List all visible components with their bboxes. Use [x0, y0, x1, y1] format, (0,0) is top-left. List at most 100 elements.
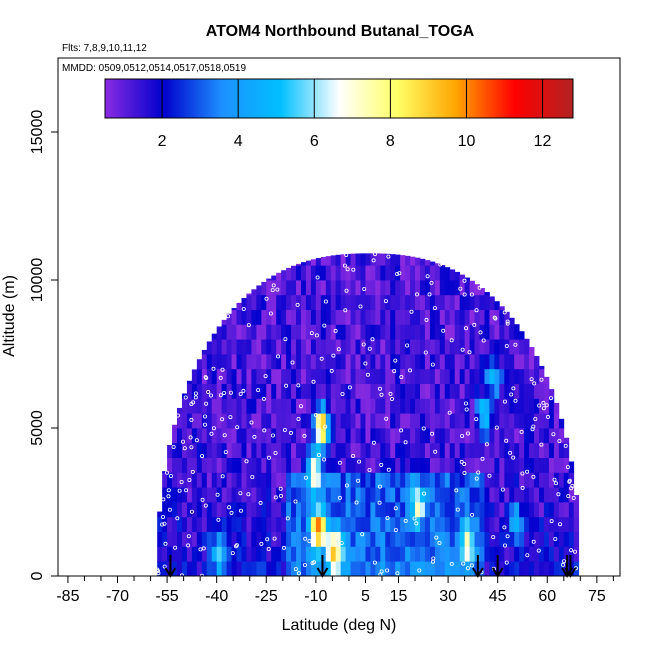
heatmap-cell [539, 472, 545, 488]
heatmap-cell [266, 339, 272, 355]
sample-point [358, 304, 363, 309]
heatmap-cell [489, 442, 495, 458]
heatmap-cell [345, 516, 351, 532]
heatmap-cell [529, 502, 535, 518]
heatmap-cell [350, 280, 356, 296]
sample-point [193, 391, 198, 396]
heatmap-cell [360, 294, 366, 310]
heatmap-cell [315, 428, 322, 444]
heatmap-cell [281, 324, 287, 340]
sample-point [481, 338, 486, 343]
heatmap-cell [509, 354, 515, 370]
heatmap-cell [375, 413, 381, 429]
heatmap-cell [385, 442, 391, 458]
heatmap-cell [400, 280, 406, 296]
heatmap-cell [325, 368, 332, 384]
heatmap-cell [320, 531, 327, 547]
heatmap-cell [216, 442, 223, 458]
heatmap-cell [479, 472, 485, 488]
sample-point [193, 395, 198, 400]
heatmap-cell [172, 516, 178, 532]
heatmap-cell [181, 502, 188, 518]
heatmap-cell [484, 292, 490, 296]
sample-point [539, 377, 544, 382]
heatmap-cell [380, 428, 386, 444]
sample-point [502, 310, 507, 315]
heatmap-cell [543, 546, 550, 562]
heatmap-cell [459, 294, 466, 310]
heatmap-cell [340, 487, 347, 503]
heatmap-cell [494, 546, 500, 562]
heatmap-cell [300, 262, 307, 266]
sample-point [472, 322, 477, 327]
heatmap-cell [539, 398, 545, 414]
heatmap-cell [484, 368, 490, 384]
heatmap-cell [509, 487, 515, 503]
heatmap-cell [241, 457, 247, 473]
sample-point [519, 429, 524, 434]
heatmap-cell [181, 516, 188, 532]
heatmap-cell [211, 516, 218, 532]
sample-point [529, 377, 534, 382]
heatmap-cell [424, 383, 431, 399]
heatmap-cell [499, 546, 505, 562]
sample-point [412, 516, 417, 521]
heatmap-cell [385, 324, 391, 340]
heatmap-cell [539, 383, 545, 399]
heatmap-cell [226, 457, 232, 473]
heatmap-cell [410, 398, 416, 414]
heatmap-cell [454, 280, 461, 296]
heatmap-cell [489, 398, 495, 414]
heatmap-cell [201, 349, 208, 355]
sample-point [340, 391, 345, 396]
heatmap-cell [330, 324, 337, 340]
heatmap-cell [444, 324, 451, 340]
heatmap-cell [221, 487, 227, 503]
sample-point [365, 372, 370, 377]
heatmap-cell [504, 531, 510, 547]
heatmap-cell [415, 324, 421, 340]
heatmap-cell [519, 457, 525, 473]
chart-title: ATOM4 Northbound Butanal_TOGA [206, 23, 475, 40]
heatmap-cell [370, 294, 376, 310]
sample-point [465, 566, 470, 571]
sample-point [571, 495, 576, 500]
heatmap-cell [291, 294, 297, 310]
heatmap-cell [459, 428, 466, 444]
heatmap-cell [524, 487, 530, 503]
heatmap-cell [236, 354, 242, 370]
heatmap-cell [251, 472, 257, 488]
heatmap-cell [201, 457, 208, 473]
heatmap-cell [494, 502, 500, 518]
sample-point [392, 369, 397, 374]
heatmap-cell [291, 487, 297, 503]
heatmap-cell [296, 354, 302, 370]
heatmap-cell [286, 354, 292, 370]
heatmap-cell [291, 546, 297, 562]
heatmap-cell [286, 502, 292, 518]
heatmap-cell [380, 294, 386, 310]
heatmap-cell [459, 309, 466, 325]
heatmap-cell [365, 487, 371, 503]
heatmap-cell [315, 487, 322, 503]
heatmap-cell [177, 546, 183, 562]
heatmap-cell [553, 472, 560, 488]
sample-point [266, 547, 271, 552]
heatmap-cell [241, 487, 247, 503]
heatmap-cell [186, 516, 193, 532]
heatmap-cell [335, 265, 342, 281]
heatmap-cell [211, 354, 218, 370]
sample-point [186, 534, 191, 539]
heatmap-cell [261, 472, 267, 488]
sample-point [403, 518, 408, 523]
heatmap-cell [305, 472, 312, 488]
heatmap-cell [320, 413, 327, 429]
heatmap-cell [504, 472, 510, 488]
heatmap-cell [400, 472, 406, 488]
heatmap-cell [315, 546, 322, 562]
heatmap-cell [439, 368, 446, 384]
heatmap-cell [261, 324, 267, 340]
heatmap-cell [196, 442, 203, 458]
heatmap-cell [360, 309, 366, 325]
heatmap-cell [434, 368, 441, 384]
